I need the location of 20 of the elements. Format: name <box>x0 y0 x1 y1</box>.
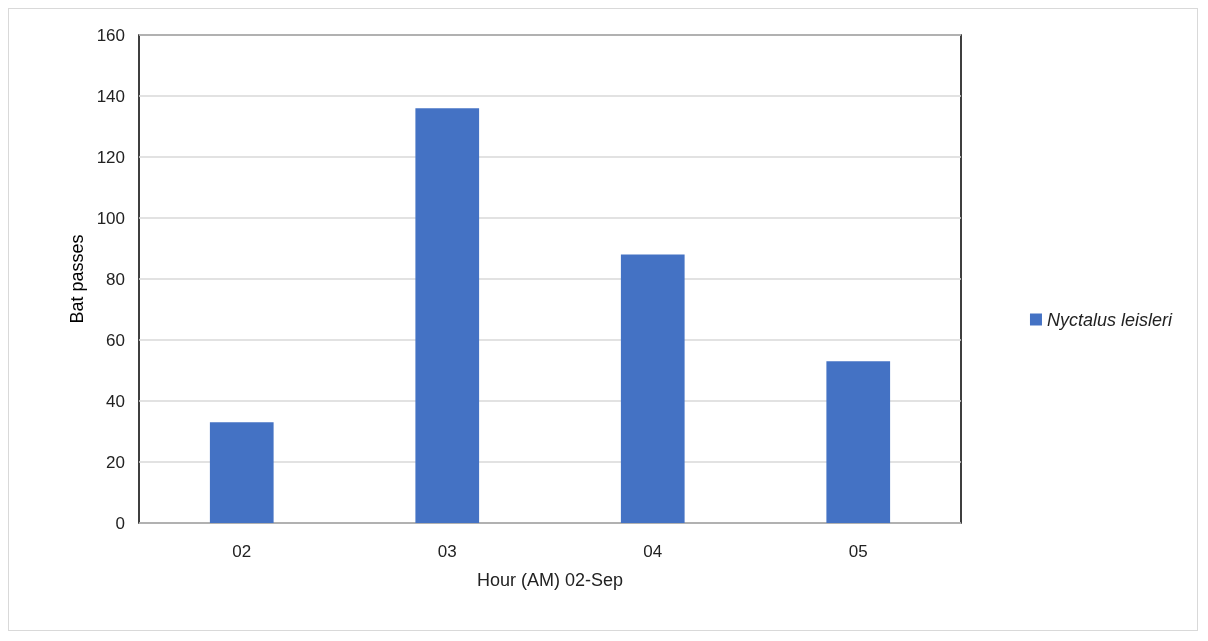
y-axis-title: Bat passes <box>66 234 87 324</box>
y-tick-label: 60 <box>106 330 125 350</box>
x-tick-label: 03 <box>437 542 457 561</box>
x-tick-label: 04 <box>643 542 663 561</box>
y-tick-label: 140 <box>96 86 125 106</box>
y-tick-label: 80 <box>106 269 125 289</box>
bar <box>620 254 685 523</box>
y-tick-label: 40 <box>106 391 125 411</box>
y-tick-label: 160 <box>96 25 125 45</box>
x-tick-label: 05 <box>848 542 868 561</box>
y-tick-label: 100 <box>96 208 125 228</box>
y-tick-label: 0 <box>115 513 125 533</box>
y-tick-label: 20 <box>106 452 125 472</box>
x-axis-title: Hour (AM) 02-Sep <box>476 570 624 590</box>
legend-label: Nyctalus leisleri <box>1046 309 1173 330</box>
bar <box>209 422 274 523</box>
y-tick-label: 120 <box>96 147 125 167</box>
bar <box>415 108 480 523</box>
bar <box>826 361 891 523</box>
x-tick-label: 02 <box>232 542 252 561</box>
